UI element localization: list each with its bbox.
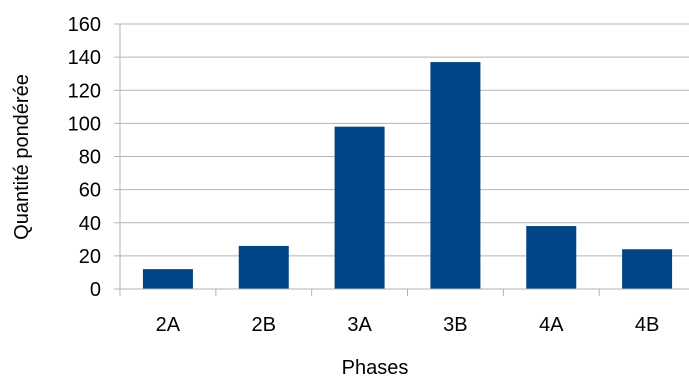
bars <box>142 62 673 289</box>
bar-2a <box>142 269 193 289</box>
y-tick-labels: 0 20 40 60 80 100 120 140 160 <box>68 14 101 301</box>
x-tick-label: 3B <box>443 314 467 336</box>
y-tick-label: 80 <box>79 147 101 169</box>
bar-2b <box>238 245 289 289</box>
y-tick-label: 140 <box>68 47 101 69</box>
y-tick-label: 120 <box>68 80 101 102</box>
y-tick-label: 0 <box>90 279 101 301</box>
x-tick-label: 2B <box>252 314 276 336</box>
x-tick-label: 4B <box>635 314 659 336</box>
x-axis-title: Phases <box>342 357 409 378</box>
y-tick-label: 20 <box>79 246 101 268</box>
y-tick-label: 160 <box>68 14 101 36</box>
axes <box>114 23 689 296</box>
y-tick-label: 40 <box>79 213 101 235</box>
y-tick-label: 100 <box>68 113 101 135</box>
bar-4b <box>622 249 673 289</box>
bar-4a <box>526 226 577 289</box>
gridlines <box>120 23 689 257</box>
bar-3a <box>334 126 385 289</box>
x-tick-label: 2A <box>156 314 181 336</box>
x-tick-label: 4A <box>539 314 564 336</box>
bar-3b <box>430 62 481 289</box>
y-axis-title: Quantité pondérée <box>11 74 33 240</box>
x-tick-labels: 2A 2B 3A 3B 4A 4B <box>156 314 660 336</box>
y-tick-label: 60 <box>79 180 101 202</box>
x-tick-label: 3A <box>347 314 372 336</box>
